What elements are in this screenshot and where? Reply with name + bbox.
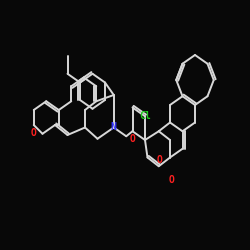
Text: Cl: Cl bbox=[139, 111, 151, 121]
Text: O: O bbox=[157, 155, 163, 165]
Text: O: O bbox=[130, 134, 136, 144]
Text: O: O bbox=[31, 128, 37, 138]
Text: N: N bbox=[111, 122, 117, 132]
Text: O: O bbox=[168, 175, 174, 185]
